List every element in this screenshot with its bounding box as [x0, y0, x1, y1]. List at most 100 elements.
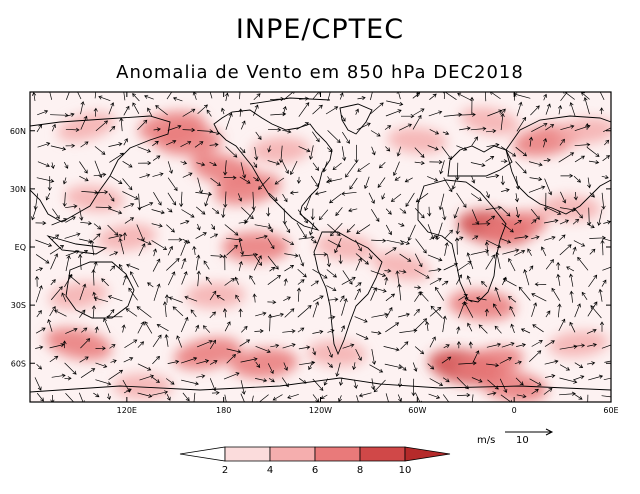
wind-vector	[167, 245, 173, 256]
wind-vector	[507, 295, 517, 303]
wind-vector	[238, 238, 245, 256]
wind-vector	[249, 275, 256, 285]
wind-vector	[312, 295, 324, 302]
wind-vector	[258, 177, 270, 190]
wind-vector	[108, 193, 115, 202]
wind-vector	[253, 162, 258, 168]
wind-vector	[137, 201, 154, 210]
wind-vector	[312, 104, 323, 115]
wind-vector	[371, 312, 389, 318]
wind-vector	[569, 321, 576, 333]
wind-vector	[514, 360, 522, 365]
wind-vector	[545, 310, 551, 318]
wind-vector	[193, 392, 196, 402]
wind-vector	[604, 139, 610, 146]
wind-vector	[63, 161, 69, 169]
wind-vector	[139, 173, 151, 179]
wind-vector	[441, 146, 452, 160]
wind-vector	[79, 207, 84, 221]
wind-vector	[253, 177, 260, 182]
wind-vector	[298, 102, 310, 117]
wind-vector	[93, 392, 100, 398]
wind-vector	[65, 92, 70, 101]
wind-vector	[559, 207, 577, 212]
wind-vector	[467, 322, 473, 332]
wind-vector	[106, 393, 112, 401]
wind-vector	[330, 222, 343, 237]
wind-vector	[165, 139, 177, 146]
wind-vector	[91, 305, 97, 318]
wind-vector	[456, 261, 472, 272]
wind-vector	[64, 376, 72, 381]
wind-vector	[296, 122, 310, 130]
wind-vector	[327, 346, 333, 358]
wind-vector	[551, 287, 560, 301]
anomaly-region	[230, 348, 298, 379]
wind-vector	[323, 378, 329, 386]
wind-vector	[108, 233, 123, 239]
wind-vector	[61, 292, 67, 302]
wind-vector	[413, 108, 425, 116]
wind-vector	[558, 318, 566, 332]
wind-vector	[335, 207, 343, 217]
wind-vector	[370, 130, 381, 137]
wind-vector	[560, 191, 567, 204]
wind-vector	[531, 302, 538, 317]
wind-vector	[515, 161, 527, 174]
wind-vector	[390, 193, 402, 202]
wind-vector	[427, 254, 443, 262]
wind-vector	[600, 239, 605, 256]
anomaly-region	[480, 210, 548, 245]
wind-vector	[427, 176, 439, 182]
wind-vector	[560, 124, 575, 131]
wind-vector	[500, 175, 505, 186]
wind-vector	[471, 209, 480, 226]
wind-vector	[35, 345, 44, 350]
wind-vector	[543, 158, 551, 163]
wind-vector	[531, 219, 537, 224]
wind-vector	[180, 239, 188, 256]
wind-vector	[338, 254, 343, 265]
wind-vector	[386, 239, 405, 246]
wind-vector	[180, 356, 198, 364]
wind-vector	[93, 223, 102, 230]
wind-vector	[396, 146, 402, 157]
wind-vector	[256, 394, 269, 402]
wind-vector	[478, 324, 488, 334]
wind-vector	[341, 115, 346, 122]
wind-vector	[328, 297, 339, 302]
wind-vector	[327, 130, 341, 144]
wind-vector	[167, 359, 180, 364]
wind-vector	[35, 239, 53, 247]
wind-vector	[348, 208, 358, 213]
wind-vector	[284, 308, 295, 318]
wind-vector	[559, 377, 578, 384]
wind-vector	[341, 325, 346, 333]
wind-vector	[289, 190, 299, 195]
wind-vector	[137, 160, 152, 166]
wind-vector	[62, 177, 67, 185]
wind-vector	[574, 303, 581, 318]
wind-vector	[515, 146, 528, 157]
wind-vector	[64, 232, 81, 239]
wind-vector	[560, 92, 568, 102]
wind-vector	[197, 129, 214, 134]
wind-vector	[95, 346, 106, 351]
wind-vector	[385, 393, 391, 402]
wind-vector	[240, 162, 247, 179]
wind-vector	[50, 162, 55, 169]
wind-vector	[414, 269, 430, 279]
wind-vector	[516, 343, 526, 348]
wind-vector	[35, 285, 43, 303]
wind-vector	[544, 340, 555, 347]
wind-vector	[238, 108, 243, 117]
wind-vector	[586, 223, 595, 229]
wind-vector	[501, 222, 514, 233]
wind-vector	[267, 160, 281, 166]
wind-vector	[355, 239, 362, 252]
wind-vector	[355, 257, 362, 271]
wind-vector	[254, 328, 264, 334]
wind-vector	[520, 328, 531, 334]
wind-vector	[310, 175, 319, 188]
wind-vector	[501, 342, 515, 348]
